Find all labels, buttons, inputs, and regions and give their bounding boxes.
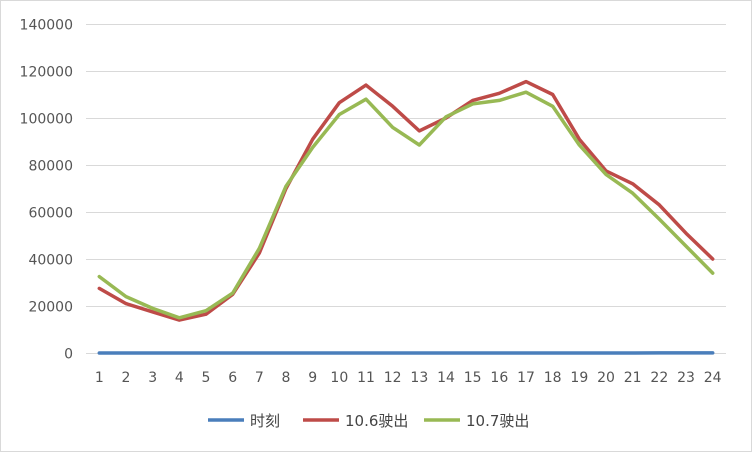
y-axis: 0 20000 40000 60000 80000 100000 120000 140000 bbox=[20, 18, 73, 363]
series-lines bbox=[97, 79, 715, 355]
series-line bbox=[97, 90, 715, 320]
series-line bbox=[97, 79, 715, 322]
x-tick-label: 19 bbox=[570, 370, 588, 386]
x-tick-label: 6 bbox=[228, 370, 237, 386]
x-tick-label: 15 bbox=[464, 370, 482, 386]
legend: 时刻 10.6驶出 10.7驶出 bbox=[208, 412, 529, 430]
y-tick-label: 20000 bbox=[28, 300, 73, 316]
y-tick-label: 140000 bbox=[20, 18, 73, 34]
x-tick-label: 10 bbox=[330, 370, 348, 386]
x-tick-label: 9 bbox=[308, 370, 317, 386]
legend-label: 10.7驶出 bbox=[466, 412, 529, 430]
x-tick-label: 22 bbox=[650, 370, 668, 386]
x-tick-label: 16 bbox=[490, 370, 508, 386]
x-tick-label: 17 bbox=[517, 370, 535, 386]
y-tick-label: 120000 bbox=[20, 65, 73, 81]
x-tick-label: 23 bbox=[677, 370, 695, 386]
x-tick-label: 18 bbox=[544, 370, 562, 386]
x-tick-label: 21 bbox=[624, 370, 642, 386]
y-tick-label: 100000 bbox=[20, 112, 73, 128]
x-tick-label: 20 bbox=[597, 370, 615, 386]
x-tick-label: 12 bbox=[384, 370, 402, 386]
y-tick-label: 80000 bbox=[28, 159, 73, 175]
x-tick-label: 5 bbox=[202, 370, 211, 386]
x-tick-label: 1 bbox=[95, 370, 104, 386]
x-tick-label: 7 bbox=[255, 370, 264, 386]
x-tick-label: 2 bbox=[122, 370, 131, 386]
legend-label: 10.6驶出 bbox=[345, 412, 408, 430]
y-tick-label: 0 bbox=[64, 347, 73, 363]
legend-label: 时刻 bbox=[250, 412, 280, 430]
x-tick-label: 4 bbox=[175, 370, 184, 386]
x-tick-label: 14 bbox=[437, 370, 455, 386]
x-tick-label: 11 bbox=[357, 370, 375, 386]
x-tick-label: 3 bbox=[148, 370, 157, 386]
y-tick-label: 40000 bbox=[28, 253, 73, 269]
x-tick-label: 13 bbox=[410, 370, 428, 386]
x-tick-label: 8 bbox=[282, 370, 291, 386]
y-tick-label: 60000 bbox=[28, 206, 73, 222]
x-tick-label: 24 bbox=[704, 370, 722, 386]
